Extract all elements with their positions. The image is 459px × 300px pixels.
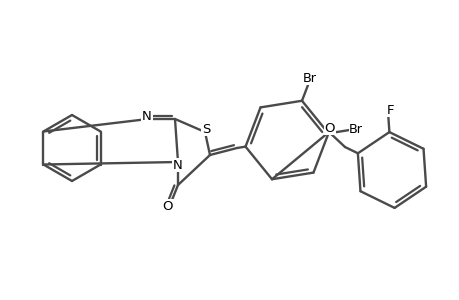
Text: Br: Br	[302, 72, 316, 85]
Text: Br: Br	[348, 123, 363, 136]
Text: F: F	[386, 103, 393, 117]
Text: O: O	[324, 122, 335, 134]
Text: N: N	[142, 110, 151, 122]
Text: N: N	[173, 158, 183, 172]
Text: S: S	[202, 122, 210, 136]
Text: O: O	[162, 200, 173, 212]
